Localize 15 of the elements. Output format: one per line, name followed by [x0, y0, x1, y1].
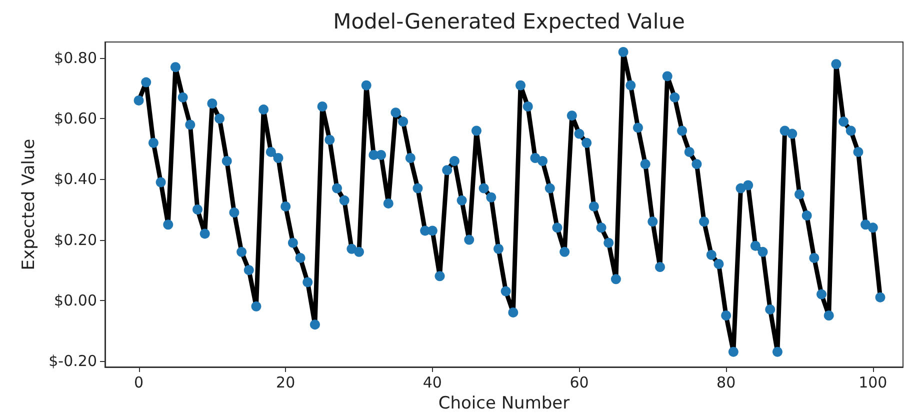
x-tick-label: 0	[134, 374, 144, 392]
y-tick-label: $-0.20	[48, 352, 97, 370]
x-tick-label: 100	[858, 374, 888, 392]
y-tick-label: $0.60	[54, 110, 97, 128]
y-tick-label: $0.20	[54, 230, 97, 249]
chart-title: Model-Generated Expected Value	[333, 10, 685, 34]
x-tick-label: 20	[276, 374, 296, 392]
x-tick-label: 80	[716, 374, 736, 392]
x-tick-label: 60	[570, 374, 589, 392]
y-axis-title: Expected Value	[19, 138, 40, 270]
y-tick-label: $0.00	[54, 291, 97, 310]
x-tick-label: 40	[422, 374, 442, 392]
x-axis-title: Choice Number	[438, 393, 570, 414]
y-tick-label: $0.80	[54, 49, 97, 68]
y-tick-label: $0.40	[54, 170, 97, 188]
